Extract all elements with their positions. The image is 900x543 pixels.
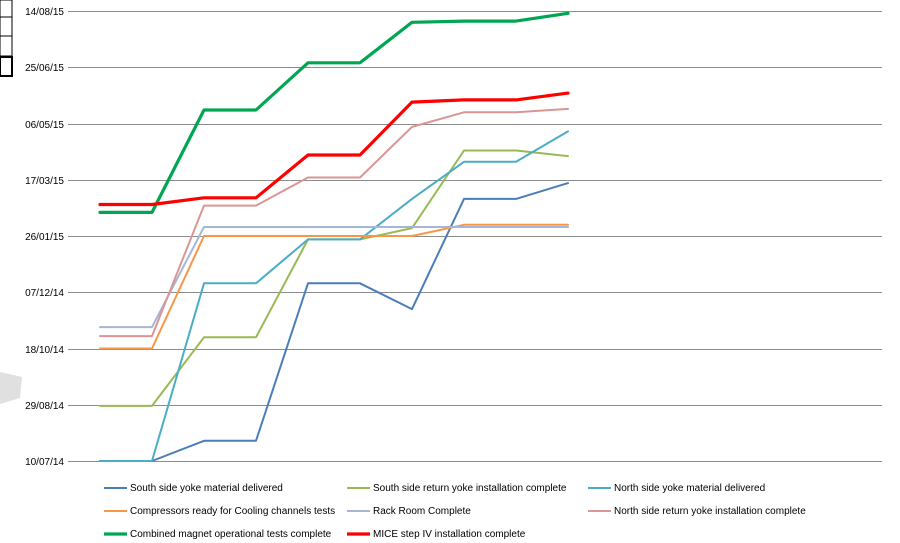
legend-label: Compressors ready for Cooling channels t… — [130, 506, 335, 517]
y-tick-label: 07/12/14 — [25, 288, 64, 299]
series-line-3 — [99, 130, 569, 462]
cropped-shadow-fragment — [0, 372, 22, 404]
legend: South side yoke material delivered South … — [104, 483, 806, 540]
legend-label: South side yoke material delivered — [130, 483, 283, 494]
series-line-4 — [99, 223, 569, 350]
y-tick-label: 29/08/14 — [25, 401, 64, 412]
y-tick-label: 18/10/14 — [25, 345, 64, 356]
legend-label: Combined magnet operational tests comple… — [130, 529, 332, 540]
legend-label: South side return yoke installation comp… — [373, 483, 567, 494]
legend-label: MICE step IV installation complete — [373, 529, 526, 540]
cropped-table-fragment — [0, 0, 13, 77]
y-tick-label: 06/05/15 — [25, 120, 64, 131]
y-tick-label: 14/08/15 — [25, 7, 64, 18]
y-tick-label: 17/03/15 — [25, 176, 64, 187]
y-axis-ticks: 10/07/14 29/08/14 18/10/14 07/12/14 26/01/15… — [25, 7, 64, 468]
y-tick-label: 26/01/15 — [25, 232, 64, 243]
series-line-2 — [99, 149, 569, 407]
series-lines — [98, 11, 570, 462]
legend-label: North side return yoke installation comp… — [614, 506, 806, 517]
series-line-1 — [99, 182, 569, 462]
series-line-7 — [98, 11, 570, 214]
legend-label: Rack Room Complete — [373, 506, 471, 517]
gridlines — [68, 11, 882, 462]
legend-label: North side yoke material delivered — [614, 483, 765, 494]
y-tick-label: 10/07/14 — [25, 457, 64, 468]
y-tick-label: 25/06/15 — [25, 63, 64, 74]
series-line-8 — [98, 91, 570, 207]
series-line-6 — [99, 107, 569, 338]
series-line-5 — [99, 226, 569, 329]
